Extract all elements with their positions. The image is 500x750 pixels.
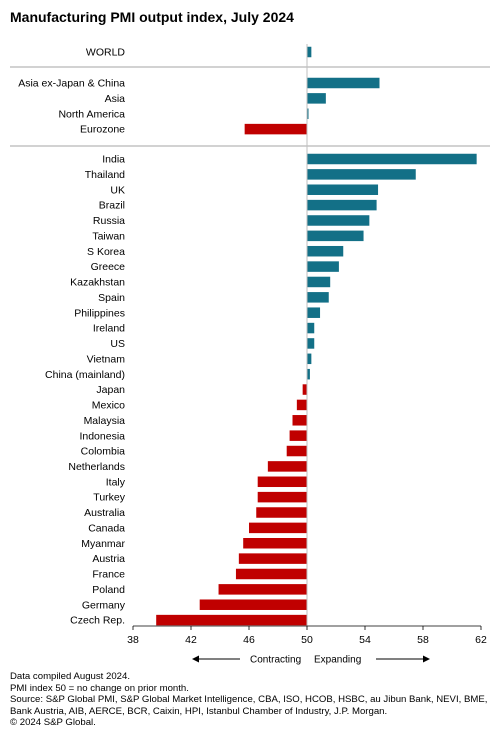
x-tick-label-46: 46 — [243, 634, 255, 646]
expanding-arrowhead — [423, 655, 430, 663]
category-label-kazakhstan: Kazakhstan — [70, 277, 125, 289]
bar-greece — [307, 261, 339, 272]
bar-netherlands — [267, 461, 307, 472]
category-label-italy: Italy — [106, 476, 126, 488]
category-label-india: India — [102, 154, 125, 166]
contracting-label: Contracting — [250, 655, 301, 666]
bar-taiwan — [307, 230, 364, 242]
bar-thailand — [307, 169, 416, 180]
bar-asia — [307, 93, 326, 104]
category-label-philippines: Philippines — [74, 307, 125, 319]
bar-eurozone — [244, 123, 307, 135]
category-label-canada: Canada — [88, 522, 125, 534]
bar-canada — [249, 522, 307, 534]
bar-indonesia — [289, 430, 307, 441]
bar-colombia — [286, 445, 307, 457]
footer-pmi-note: PMI index 50 = no change on prior month. — [10, 682, 189, 694]
bar-ireland — [307, 322, 315, 334]
category-label-north-america: North America — [58, 108, 125, 120]
x-tick-label-42: 42 — [185, 634, 197, 646]
category-label-brazil: Brazil — [99, 200, 125, 212]
category-label-uk: UK — [110, 184, 125, 196]
category-label-thailand: Thailand — [85, 169, 125, 181]
x-tick-label-54: 54 — [359, 634, 371, 646]
bar-myanmar — [243, 538, 307, 549]
bar-us — [307, 338, 315, 349]
contracting-arrowhead — [192, 655, 199, 663]
expanding-label: Expanding — [314, 655, 361, 666]
category-label-poland: Poland — [92, 584, 125, 596]
category-label-czech-rep: Czech Rep. — [70, 615, 125, 627]
bar-russia — [307, 215, 370, 226]
bar-india — [307, 153, 477, 165]
category-label-greece: Greece — [91, 261, 126, 273]
bar-uk — [307, 184, 379, 195]
bar-austria — [238, 553, 307, 564]
category-label-malaysia: Malaysia — [84, 415, 126, 427]
category-label-japan: Japan — [96, 384, 125, 396]
category-label-world: WORLD — [86, 47, 126, 59]
bar-mexico — [296, 399, 307, 411]
chart-title: Manufacturing PMI output index, July 202… — [10, 9, 294, 25]
bar-australia — [256, 507, 307, 518]
bar-china-mainland — [307, 368, 310, 380]
category-label-taiwan: Taiwan — [92, 230, 125, 242]
x-tick-label-50: 50 — [301, 634, 313, 646]
bar-france — [235, 568, 307, 580]
bar-malaysia — [292, 415, 307, 426]
bar-japan — [302, 384, 307, 395]
category-label-ireland: Ireland — [93, 323, 125, 335]
x-tick-label-38: 38 — [127, 634, 139, 646]
bar-germany — [199, 599, 307, 610]
category-label-asia: Asia — [105, 93, 126, 105]
bar-poland — [218, 584, 307, 595]
category-label-indonesia: Indonesia — [79, 430, 125, 442]
bar-czech-rep — [156, 614, 307, 626]
category-label-myanmar: Myanmar — [81, 538, 125, 550]
bar-italy — [257, 476, 307, 488]
bar-world — [307, 46, 312, 58]
bar-turkey — [257, 491, 307, 503]
category-label-asia-ex-japan-china: Asia ex-Japan & China — [18, 78, 125, 90]
x-tick-label-62: 62 — [475, 634, 487, 646]
footer-data-compiled: Data compiled August 2024. — [10, 671, 131, 682]
category-label-australia: Australia — [84, 507, 125, 519]
category-label-germany: Germany — [82, 599, 126, 611]
bar-north-america — [307, 108, 309, 119]
category-label-vietnam: Vietnam — [87, 353, 126, 365]
bar-brazil — [307, 199, 377, 211]
category-label-netherlands: Netherlands — [68, 461, 125, 473]
bar-vietnam — [307, 353, 312, 365]
category-label-s-korea: S Korea — [87, 246, 125, 258]
bar-philippines — [307, 307, 321, 318]
category-label-mexico: Mexico — [92, 400, 125, 412]
category-label-turkey: Turkey — [93, 492, 125, 504]
category-label-colombia: Colombia — [81, 446, 126, 458]
category-label-us: US — [110, 338, 125, 350]
category-label-russia: Russia — [93, 215, 125, 227]
pmi-bar-chart: WORLD Asia ex-Japan & China Asia North Amer… — [10, 44, 490, 666]
bar-asia-ex-japan-china — [307, 77, 380, 89]
footer-notes: Data compiled August 2024. PMI index 50 … — [10, 671, 492, 729]
bar-kazakhstan — [307, 276, 331, 288]
x-tick-label-58: 58 — [417, 634, 429, 646]
category-label-spain: Spain — [98, 292, 125, 304]
bar-spain — [307, 292, 329, 303]
footer-source: Source: S&P Global PMI, S&P Global Marke… — [10, 694, 488, 717]
category-label-france: France — [92, 569, 125, 581]
category-label-eurozone: Eurozone — [80, 124, 125, 136]
category-label-china-mainland: China (mainland) — [45, 369, 125, 381]
footer-copyright: © 2024 S&P Global. — [10, 717, 96, 729]
category-label-austria: Austria — [92, 553, 125, 565]
bar-s-korea — [307, 245, 344, 257]
